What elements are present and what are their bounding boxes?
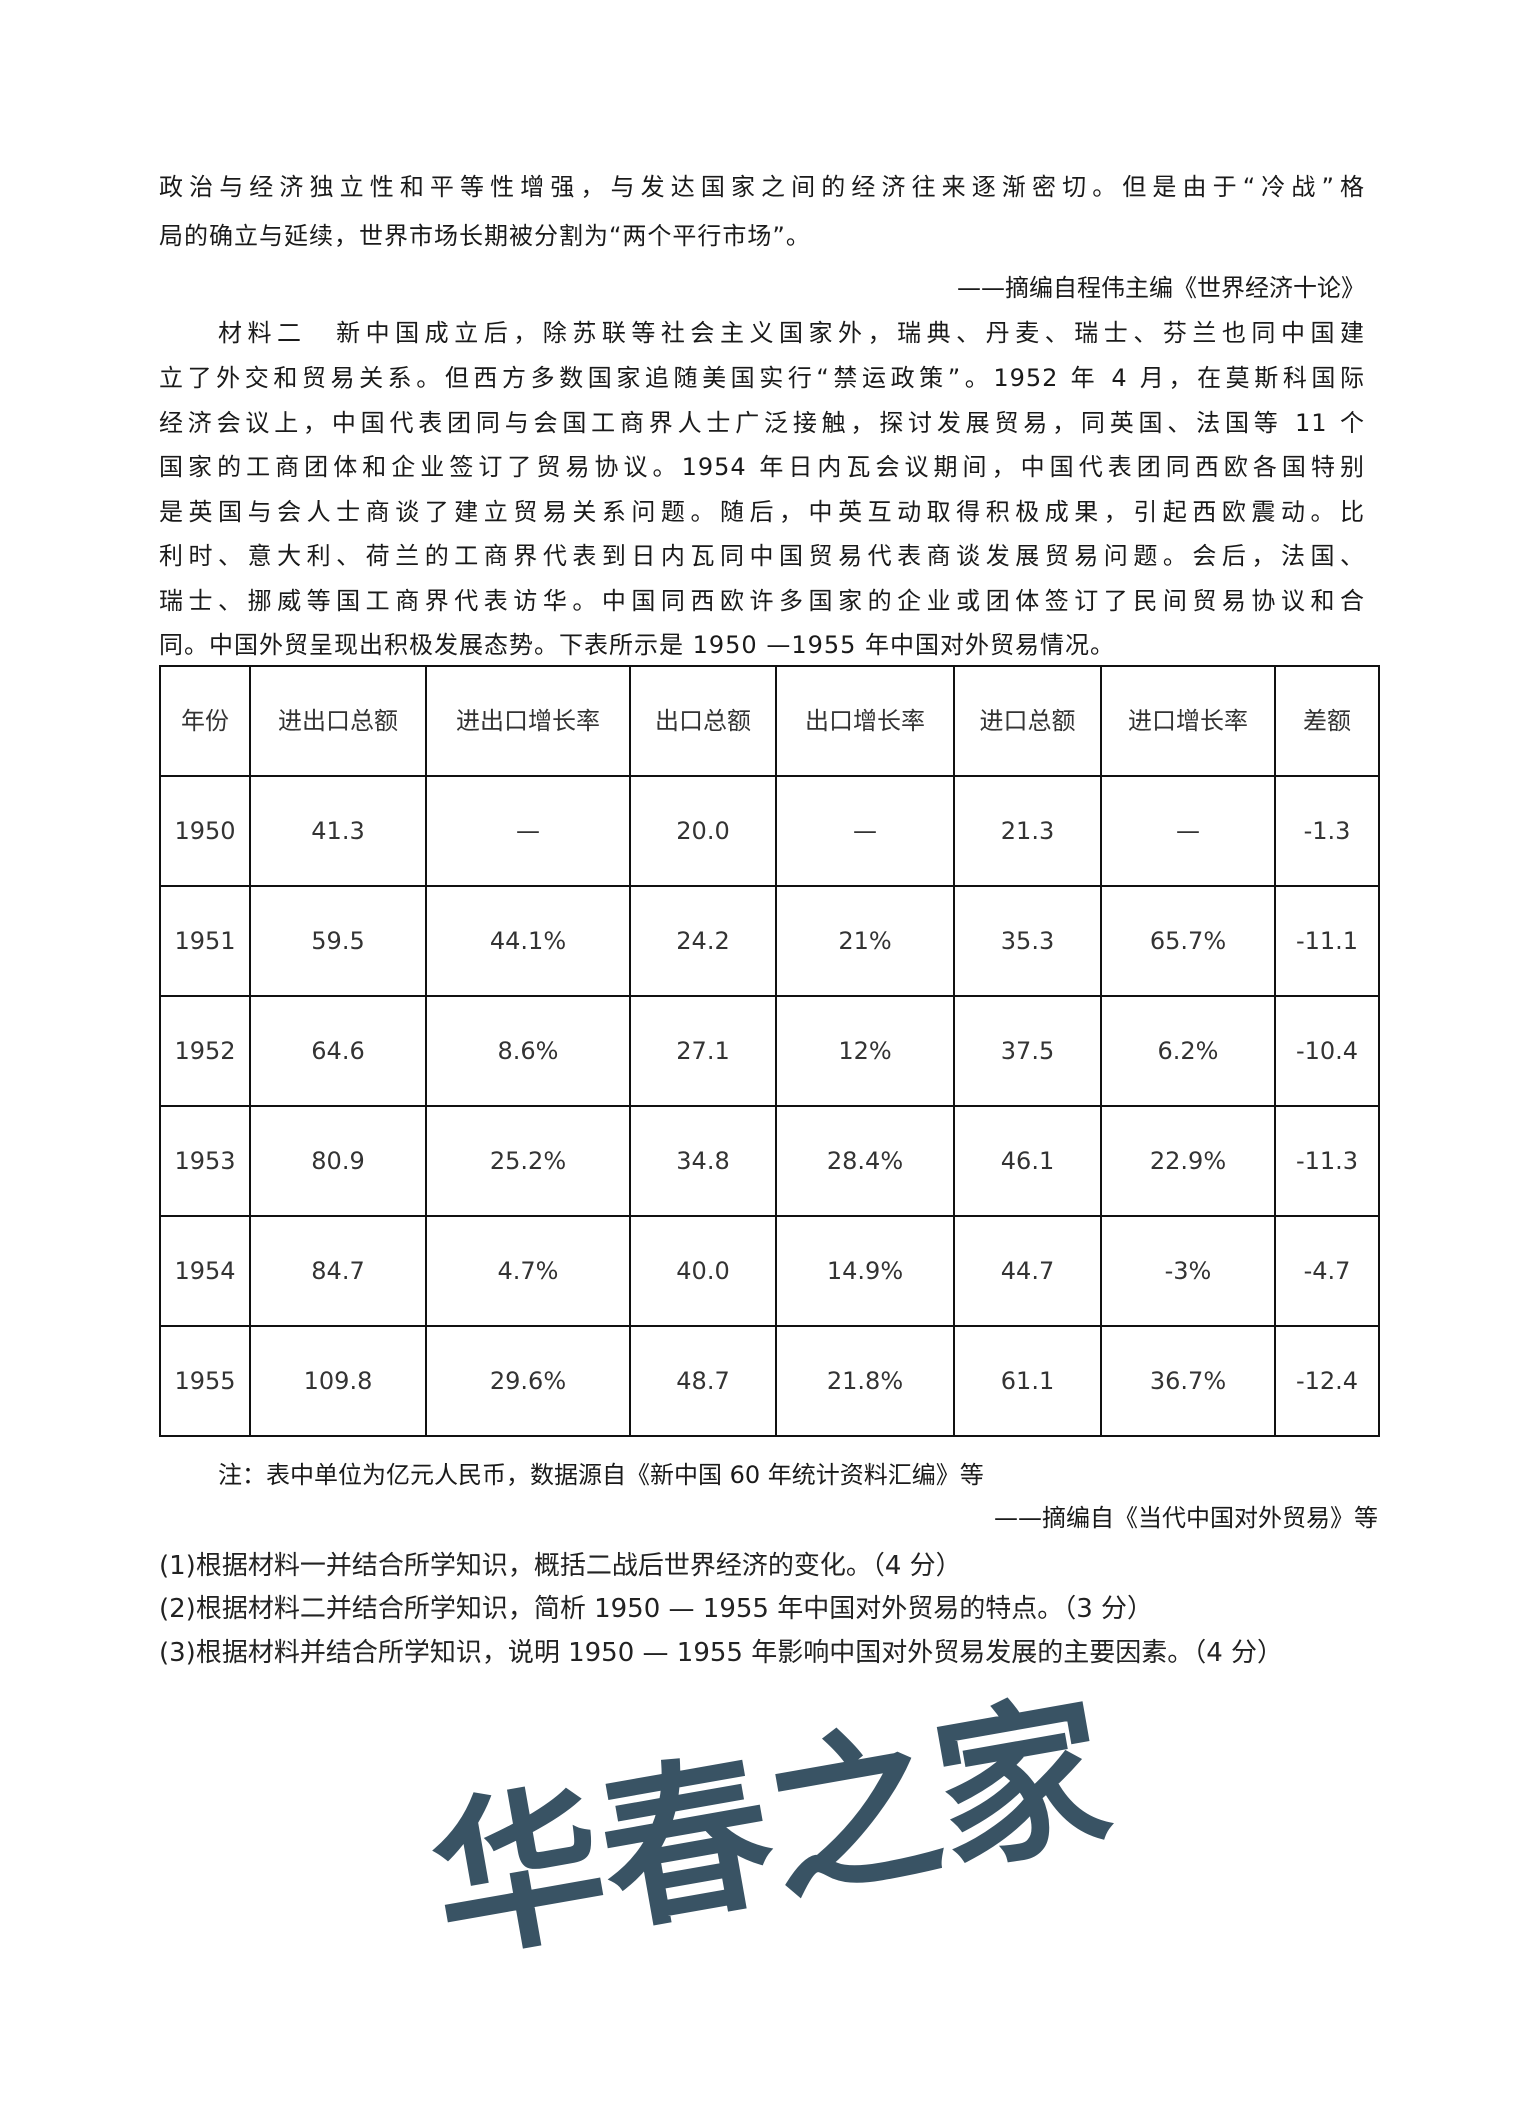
- cell: 65.7%: [1100, 885, 1276, 997]
- watermark: 华春之家: [418, 1673, 1123, 1987]
- material-2-line: 瑞士、挪威等国工商界代表访华。中国同西欧许多国家的企业或团体签订了民间贸易协议和…: [159, 587, 1365, 615]
- cell: 59.5: [249, 885, 427, 997]
- cell: 48.7: [629, 1325, 777, 1437]
- question-3: (3)根据材料并结合所学知识，说明 1950 — 1955 年影响中国对外贸易发…: [159, 1638, 1284, 1668]
- material-2-line: 经济会议上，中国代表团同与会国工商界人士广泛接触，探讨发展贸易，同英国、法国等 …: [159, 409, 1365, 437]
- cell: 46.1: [953, 1105, 1102, 1217]
- cell-year: 1954: [159, 1215, 251, 1327]
- cell: -3%: [1100, 1215, 1276, 1327]
- cell-year: 1955: [159, 1325, 251, 1437]
- cell: -10.4: [1274, 995, 1380, 1107]
- cell: 21%: [775, 885, 955, 997]
- cell: 109.8: [249, 1325, 427, 1437]
- material-1-line: 局的确立与延续，世界市场长期被分割为“两个平行市场”。: [159, 222, 811, 250]
- cell: 25.2%: [425, 1105, 631, 1217]
- header-total: 进出口总额: [249, 665, 427, 777]
- material-1-line: 政治与经济独立性和平等性增强，与发达国家之间的经济往来逐渐密切。但是由于“冷战”…: [159, 173, 1365, 201]
- cell: 80.9: [249, 1105, 427, 1217]
- cell: -11.1: [1274, 885, 1380, 997]
- table-header-row: 年份 进出口总额 进出口增长率 出口总额 出口增长率 进口总额 进口增长率 差额: [159, 665, 1380, 777]
- cell: 28.4%: [775, 1105, 955, 1217]
- cell: 8.6%: [425, 995, 631, 1107]
- cell-year: 1951: [159, 885, 251, 997]
- cell: -12.4: [1274, 1325, 1380, 1437]
- table-row: 1955 109.8 29.6% 48.7 21.8% 61.1 36.7% -…: [159, 1325, 1380, 1437]
- header-import-growth: 进口增长率: [1100, 665, 1276, 777]
- cell: 84.7: [249, 1215, 427, 1327]
- cell: 37.5: [953, 995, 1102, 1107]
- cell: —: [775, 775, 955, 887]
- cell: —: [425, 775, 631, 887]
- header-export: 出口总额: [629, 665, 777, 777]
- cell: 21.3: [953, 775, 1102, 887]
- table-source: ——摘编自《当代中国对外贸易》等: [994, 1504, 1378, 1532]
- cell: 40.0: [629, 1215, 777, 1327]
- cell: -1.3: [1274, 775, 1380, 887]
- cell: -4.7: [1274, 1215, 1380, 1327]
- cell-year: 1950: [159, 775, 251, 887]
- cell: 12%: [775, 995, 955, 1107]
- cell: 24.2: [629, 885, 777, 997]
- cell: 29.6%: [425, 1325, 631, 1437]
- cell: 64.6: [249, 995, 427, 1107]
- material-2-line: 同。中国外贸呈现出积极发展态势。下表所示是 1950 —1955 年中国对外贸易…: [159, 631, 1116, 659]
- header-export-growth: 出口增长率: [775, 665, 955, 777]
- cell: 44.1%: [425, 885, 631, 997]
- table-row: 1954 84.7 4.7% 40.0 14.9% 44.7 -3% -4.7: [159, 1215, 1380, 1327]
- table-row: 1950 41.3 — 20.0 — 21.3 — -1.3: [159, 775, 1380, 887]
- cell: 41.3: [249, 775, 427, 887]
- cell: 35.3: [953, 885, 1102, 997]
- table-row: 1952 64.6 8.6% 27.1 12% 37.5 6.2% -10.4: [159, 995, 1380, 1107]
- header-balance: 差额: [1274, 665, 1380, 777]
- cell-year: 1952: [159, 995, 251, 1107]
- table-row: 1953 80.9 25.2% 34.8 28.4% 46.1 22.9% -1…: [159, 1105, 1380, 1217]
- cell: 4.7%: [425, 1215, 631, 1327]
- header-import: 进口总额: [953, 665, 1102, 777]
- material-2-line: 立了外交和贸易关系。但西方多数国家追随美国实行“禁运政策”。1952 年 4 月…: [159, 364, 1365, 392]
- cell: 21.8%: [775, 1325, 955, 1437]
- cell: 20.0: [629, 775, 777, 887]
- table-row: 1951 59.5 44.1% 24.2 21% 35.3 65.7% -11.…: [159, 885, 1380, 997]
- cell: 36.7%: [1100, 1325, 1276, 1437]
- table-note: 注：表中单位为亿元人民币，数据源自《新中国 60 年统计资料汇编》等: [218, 1461, 984, 1489]
- cell: 27.1: [629, 995, 777, 1107]
- cell: 44.7: [953, 1215, 1102, 1327]
- material-1-source: ——摘编自程伟主编《世界经济十论》: [957, 274, 1365, 302]
- material-2-line: 国家的工商团体和企业签订了贸易协议。1954 年日内瓦会议期间，中国代表团同西欧…: [159, 453, 1365, 481]
- cell: 34.8: [629, 1105, 777, 1217]
- cell: 61.1: [953, 1325, 1102, 1437]
- material-2-line: 材料二 新中国成立后，除苏联等社会主义国家外，瑞典、丹麦、瑞士、芬兰也同中国建: [218, 319, 1365, 347]
- material-2-line: 利时、意大利、荷兰的工商界代表到日内瓦同中国贸易代表商谈发展贸易问题。会后，法国…: [159, 542, 1365, 570]
- question-2: (2)根据材料二并结合所学知识，简析 1950 — 1955 年中国对外贸易的特…: [159, 1594, 1154, 1624]
- trade-table: 年份 进出口总额 进出口增长率 出口总额 出口增长率 进口总额 进口增长率 差额…: [159, 665, 1380, 1437]
- cell: -11.3: [1274, 1105, 1380, 1217]
- question-1: (1)根据材料一并结合所学知识，概括二战后世界经济的变化。（4 分）: [159, 1551, 962, 1581]
- cell-year: 1953: [159, 1105, 251, 1217]
- material-2-line: 是英国与会人士商谈了建立贸易关系问题。随后，中英互动取得积极成果，引起西欧震动。…: [159, 498, 1365, 526]
- cell: 6.2%: [1100, 995, 1276, 1107]
- header-total-growth: 进出口增长率: [425, 665, 631, 777]
- cell: 14.9%: [775, 1215, 955, 1327]
- cell: —: [1100, 775, 1276, 887]
- cell: 22.9%: [1100, 1105, 1276, 1217]
- header-year: 年份: [159, 665, 251, 777]
